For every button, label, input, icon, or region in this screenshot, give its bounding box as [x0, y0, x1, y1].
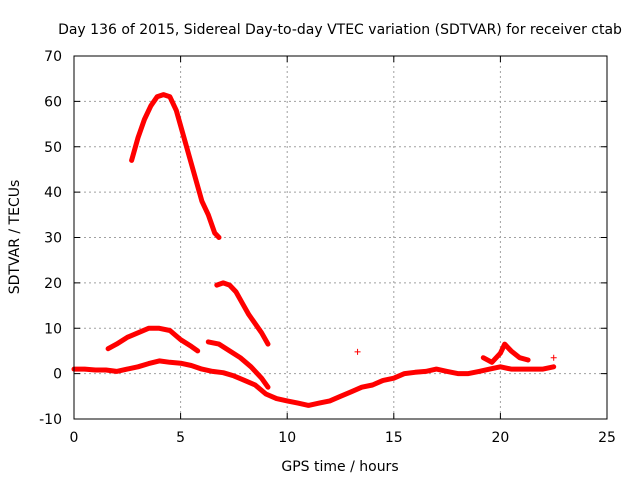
axis-ticks: 0 5 10 15 20 25 -10 0 10 20 30 40 50 60 70: [39, 49, 616, 446]
grid: [74, 56, 607, 419]
data-series-layer: [71, 92, 557, 408]
x-tick-label: 25: [598, 430, 616, 446]
outlier-point: [354, 348, 361, 355]
outlier-point: [550, 354, 557, 361]
series-arc-low-left: [105, 325, 201, 354]
series-arc-high: [129, 92, 222, 240]
y-tick-label: 70: [44, 49, 62, 65]
y-tick-label: 10: [44, 321, 62, 337]
chart-title: Day 136 of 2015, Sidereal Day-to-day VTE…: [58, 22, 622, 38]
series-baseline: [71, 358, 557, 408]
y-tick-label: 60: [44, 94, 62, 110]
x-tick-label: 10: [278, 430, 296, 446]
x-tick-label: 5: [176, 430, 185, 446]
series-arc-mid: [214, 280, 271, 347]
y-tick-label: 50: [44, 140, 62, 156]
y-tick-label: 20: [44, 276, 62, 292]
x-tick-label: 20: [491, 430, 509, 446]
y-tick-label: 40: [44, 185, 62, 201]
y-tick-label: 0: [53, 367, 62, 383]
y-tick-label: -10: [39, 412, 62, 428]
x-tick-label: 0: [70, 430, 79, 446]
x-axis-label: GPS time / hours: [281, 459, 398, 475]
series-late-spike: [480, 341, 531, 365]
x-tick-label: 15: [385, 430, 403, 446]
series-arc-low-right: [205, 339, 271, 390]
y-axis-label: SDTVAR / TECUs: [7, 180, 23, 295]
y-tick-label: 30: [44, 231, 62, 247]
